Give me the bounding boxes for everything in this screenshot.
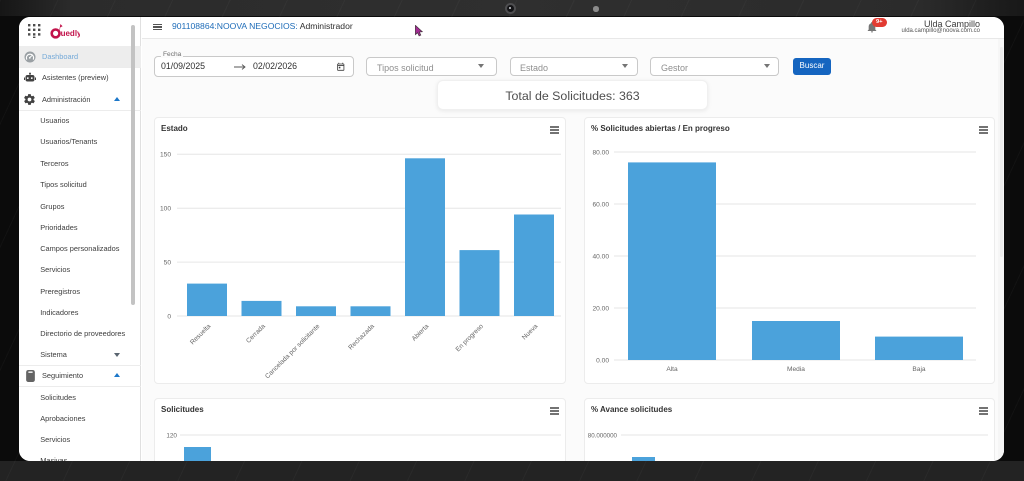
svg-text:En progreso: En progreso [455, 323, 486, 354]
svg-text:0: 0 [167, 313, 171, 320]
svg-text:150: 150 [160, 152, 171, 159]
svg-text:Cerrada: Cerrada [245, 323, 267, 345]
svg-text:80.000000: 80.000000 [588, 432, 618, 439]
svg-text:Alta: Alta [666, 366, 678, 373]
svg-text:Baja: Baja [912, 366, 926, 373]
svg-text:Media: Media [787, 366, 805, 373]
svg-text:50: 50 [164, 259, 172, 266]
svg-text:Rechazada: Rechazada [347, 323, 376, 352]
svg-text:80.00: 80.00 [592, 149, 609, 156]
svg-text:Resuelta: Resuelta [189, 323, 213, 347]
svg-text:40.00: 40.00 [592, 253, 609, 260]
svg-text:Abierta: Abierta [411, 323, 431, 343]
svg-text:100: 100 [160, 206, 171, 213]
svg-text:60.00: 60.00 [592, 201, 609, 208]
svg-text:20.00: 20.00 [592, 305, 609, 312]
svg-text:120: 120 [166, 432, 177, 439]
svg-text:uedly: uedly [61, 29, 80, 38]
svg-text:Cancelada por solicitante: Cancelada por solicitante [264, 323, 322, 381]
svg-text:0.00: 0.00 [596, 357, 609, 364]
svg-text:Nueva: Nueva [521, 323, 540, 342]
